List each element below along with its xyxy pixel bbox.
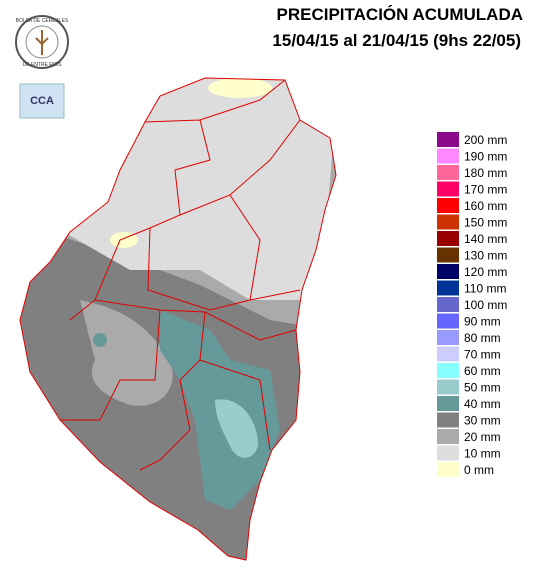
legend-label: 40 mm (464, 397, 501, 411)
legend-swatch (437, 280, 459, 296)
legend-label: 150 mm (464, 216, 507, 230)
legend-label: 190 mm (464, 150, 507, 164)
logo: BOLSA DE CEREALES DE ENTRE RIOS CCA (15, 15, 69, 119)
legend-label: 10 mm (464, 447, 501, 461)
legend-swatch (437, 445, 459, 461)
logo-text: DE ENTRE RIOS (23, 62, 63, 68)
subtitle: 15/04/15 al 21/04/15 (9hs 22/05) (272, 31, 521, 50)
legend-swatch (437, 132, 459, 147)
legend-label: 30 mm (464, 414, 501, 428)
legend-label: 200 mm (464, 133, 507, 147)
legend-label: 120 mm (464, 265, 507, 279)
legend-label: 130 mm (464, 249, 507, 263)
department-borders (19, 77, 337, 561)
legend-swatch (437, 214, 459, 230)
legend-label: 80 mm (464, 331, 501, 345)
legend-swatch (437, 462, 459, 477)
legend-swatch (437, 313, 459, 329)
legend-label: 0 mm (464, 463, 494, 477)
legend-label: 100 mm (464, 298, 507, 312)
legend-swatch (437, 198, 459, 213)
legend-swatch (437, 429, 459, 444)
legend-swatch (437, 148, 459, 164)
legend-label: 110 mm (464, 282, 506, 296)
legend-label: 20 mm (464, 430, 501, 444)
logo-badge: CCA (30, 95, 54, 107)
legend-swatch (437, 181, 459, 197)
legend: 200 mm 190 mm 180 mm 170 mm 160 mm 150 mm 140 … (437, 132, 507, 477)
legend-swatch (437, 247, 459, 263)
legend-label: 140 mm (464, 232, 507, 246)
precipitation-map (20, 78, 336, 560)
title: PRECIPITACIÓN ACUMULADA (277, 5, 524, 24)
legend-swatch (437, 330, 459, 345)
legend-swatch (437, 379, 459, 395)
legend-swatch (437, 297, 459, 312)
legend-swatch (437, 412, 459, 428)
legend-label: 170 mm (464, 183, 507, 197)
legend-swatch (437, 363, 459, 378)
legend-label: 60 mm (464, 364, 501, 378)
logo-text: BOLSA DE CEREALES (16, 18, 69, 24)
legend-label: 160 mm (464, 199, 507, 213)
legend-label: 70 mm (464, 348, 501, 362)
legend-swatch (437, 396, 459, 411)
legend-swatch (437, 264, 459, 279)
legend-label: 180 mm (464, 166, 507, 180)
legend-label: 90 mm (464, 315, 501, 329)
legend-swatch (437, 165, 459, 180)
legend-swatch (437, 346, 459, 362)
legend-swatch (437, 231, 459, 246)
legend-label: 50 mm (464, 381, 501, 395)
